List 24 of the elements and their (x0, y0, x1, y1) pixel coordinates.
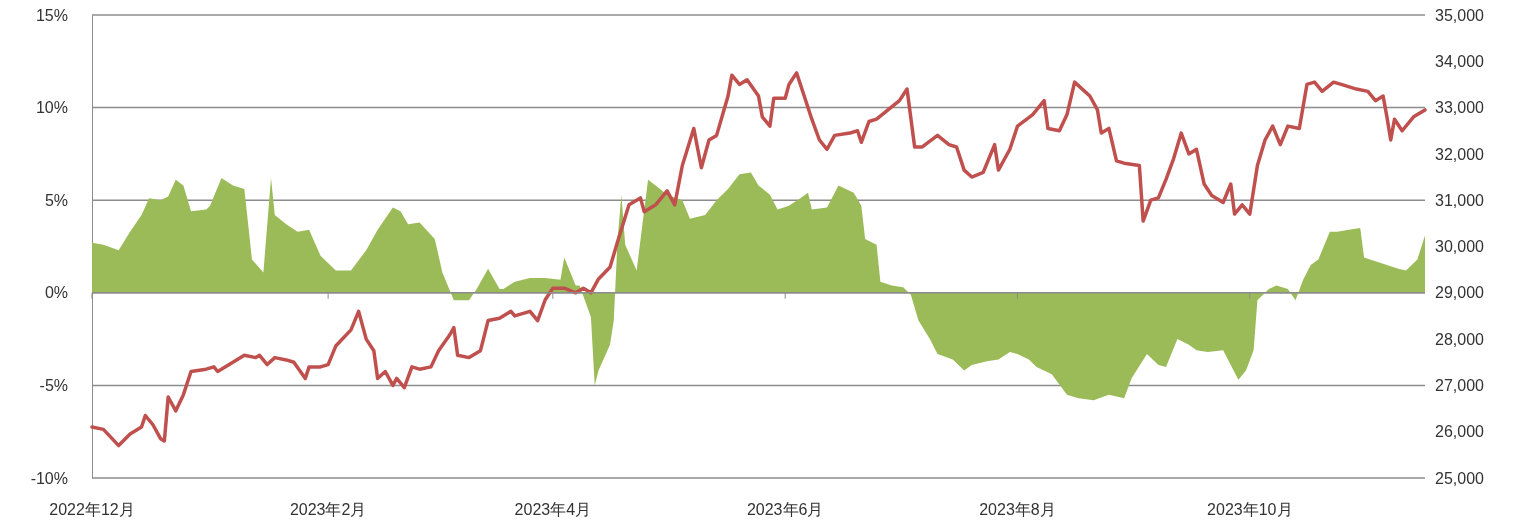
line-series (90, 71, 1427, 448)
x-tick-label: 2023年4月 (514, 501, 592, 518)
y2-tick-label: 25,000 (1435, 469, 1485, 487)
x-tick-label: 2023年2月 (289, 501, 367, 518)
y-tick-label: 0% (44, 284, 68, 302)
y2-tick-label: 32,000 (1435, 145, 1485, 163)
y2-tick-label: 28,000 (1435, 330, 1485, 348)
x-tick-label: 2023年10月 (1207, 501, 1293, 518)
y-tick-label: 5% (44, 191, 68, 209)
x-tick-label: 2023年8月 (979, 501, 1056, 518)
y2-tick-label: 33,000 (1435, 99, 1485, 117)
y2-tick-label: 30,000 (1435, 238, 1485, 256)
x-tick-label: 2022年12月 (49, 501, 135, 518)
y-tick-label: -5% (39, 377, 68, 395)
y2-tick-label: 26,000 (1435, 423, 1485, 441)
x-tick-label: 2023年6月 (746, 501, 824, 518)
y2-tick-label: 34,000 (1435, 52, 1485, 70)
y-tick-label: 10% (35, 99, 68, 117)
y2-tick-label: 31,000 (1435, 191, 1485, 209)
y-tick-label: -10% (30, 469, 68, 487)
y2-tick-label: 27,000 (1435, 377, 1485, 395)
y-tick-label: 15% (35, 6, 68, 24)
y2-tick-label: 29,000 (1435, 284, 1485, 302)
y2-tick-label: 35,000 (1435, 6, 1485, 24)
